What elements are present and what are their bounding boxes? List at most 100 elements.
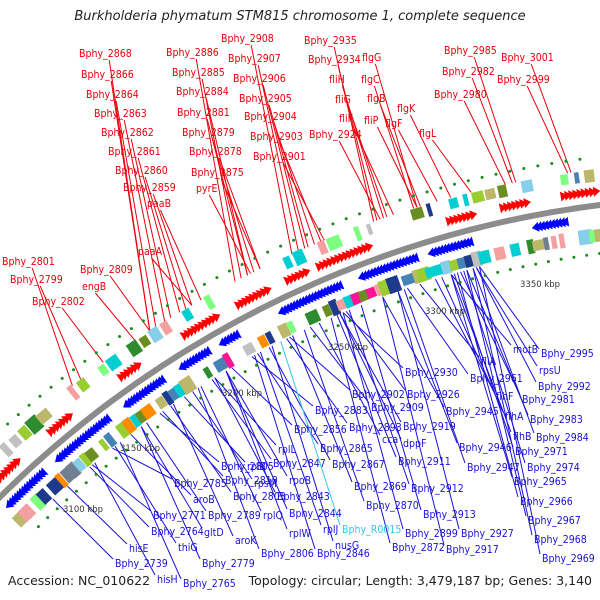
label-leader-line (338, 140, 381, 220)
forward-gene-arrow (568, 190, 576, 201)
gene-label: fliG (335, 94, 351, 106)
reverse-gene-arrow (158, 374, 168, 383)
gene-label: Bphy_3001 (501, 52, 554, 64)
label-leader-line (472, 268, 533, 536)
gc-dot (84, 481, 88, 485)
cog-block-forward (365, 223, 374, 236)
label-leader-line (231, 367, 293, 426)
label-leader-line (309, 326, 370, 404)
cog-block-reverse (256, 334, 270, 349)
gene-label: flgB (367, 93, 385, 105)
label-leader-line (348, 309, 410, 485)
cog-block-forward (17, 424, 33, 441)
label-leader-line (52, 498, 114, 560)
gene-label: Bphy_2843 (277, 491, 330, 503)
forward-gene-arrow (211, 313, 221, 323)
gene-label: Bphy_2875 (191, 167, 244, 179)
gc-dot (372, 309, 376, 313)
label-leader-line (374, 63, 418, 208)
gc-dot (301, 340, 305, 344)
gene-label: Bphy_2893 (349, 422, 402, 434)
gc-dot (135, 440, 139, 444)
gc-dot (166, 304, 169, 308)
label-leader-line (473, 56, 517, 183)
reverse-label-leaders (52, 266, 541, 580)
gc-dot (360, 314, 364, 318)
label-leader-line (318, 322, 381, 436)
gc-dot (253, 256, 257, 260)
label-leader-line (192, 391, 253, 480)
gene-label: Bphy_2999 (497, 74, 550, 86)
label-leader-line (339, 313, 402, 440)
reverse-gene-arrow (531, 221, 540, 232)
cog-block-forward (559, 173, 569, 186)
gc-dot (446, 284, 450, 288)
cog-block-reverse (11, 508, 31, 528)
label-leader-line (137, 157, 181, 313)
gene-label: Bphy_2861 (108, 146, 161, 158)
gene-label: flhF (496, 391, 513, 403)
gene-label: Bphy_2879 (182, 127, 235, 139)
cog-block-forward (470, 190, 486, 204)
forward-gene-arrow (469, 210, 478, 221)
label-leader-line (360, 305, 422, 511)
cog-block-forward (75, 377, 91, 393)
cog-block-reverse (542, 236, 551, 251)
cog-block-forward (496, 184, 509, 199)
gc-dot (129, 327, 133, 331)
label-leader-line (183, 396, 246, 463)
gene-label: Bphy_2911 (398, 456, 451, 468)
forward-gene-arrow (0, 469, 9, 478)
forward-gene-arrow (519, 199, 527, 209)
label-leader-line (347, 105, 388, 218)
gene-label: cca (382, 434, 398, 446)
gene-label: Bphy_2981 (522, 394, 575, 406)
gene-label: Bphy_2806 (261, 548, 314, 560)
cog-block-reverse (400, 272, 417, 287)
gc-dot (279, 244, 283, 248)
gene-label: flgC (361, 74, 380, 86)
gc-dot (494, 172, 498, 176)
gene-label: Bphy_2919 (403, 421, 456, 433)
gc-dot (74, 489, 78, 493)
label-leader-line (61, 307, 104, 363)
gc-dot (178, 297, 182, 300)
gc-dot (49, 385, 53, 389)
cog-block-reverse (29, 492, 47, 511)
cog-block-reverse (161, 390, 175, 406)
gc-dot (471, 277, 475, 281)
label-leader-line (282, 162, 325, 241)
cog-block-forward (147, 325, 164, 344)
gc-dot (398, 198, 402, 202)
reverse-gene-arrow (204, 345, 213, 355)
gc-dot (396, 300, 400, 304)
label-leader-line (379, 104, 421, 207)
reverse-gene-arrow (544, 219, 553, 230)
gene-label: Bphy_2905 (239, 93, 292, 105)
gene-label: Bphy_2924 (309, 129, 362, 141)
label-leader-line (259, 351, 322, 526)
label-leader-line (144, 176, 187, 310)
cog-block-forward (8, 433, 23, 449)
label-leader-line (208, 194, 252, 274)
gene-label: aroK (235, 535, 257, 547)
gene-label: Bphy_2945 (446, 406, 499, 418)
cog-block-forward (66, 384, 81, 401)
forward-gene-arrow (119, 372, 128, 381)
kbp-tick-label: 3350 kbp (520, 280, 560, 290)
gc-dot (118, 335, 122, 338)
cog-block-forward (448, 197, 460, 210)
forward-gene-arrow (9, 460, 18, 470)
gene-label: Bphy_2881 (177, 107, 230, 119)
label-leader-line (382, 296, 445, 546)
label-leader-line (431, 139, 472, 193)
gene-label: Bphy_2913 (423, 509, 476, 521)
cog-block-forward (97, 363, 110, 377)
cog-block-reverse (139, 402, 157, 421)
gc-dot (292, 238, 296, 242)
label-leader-line (254, 354, 316, 550)
label-leader-line (382, 296, 445, 408)
cog-block-reverse (177, 374, 198, 396)
cog-block-forward (159, 320, 174, 336)
gc-dot (227, 269, 231, 273)
